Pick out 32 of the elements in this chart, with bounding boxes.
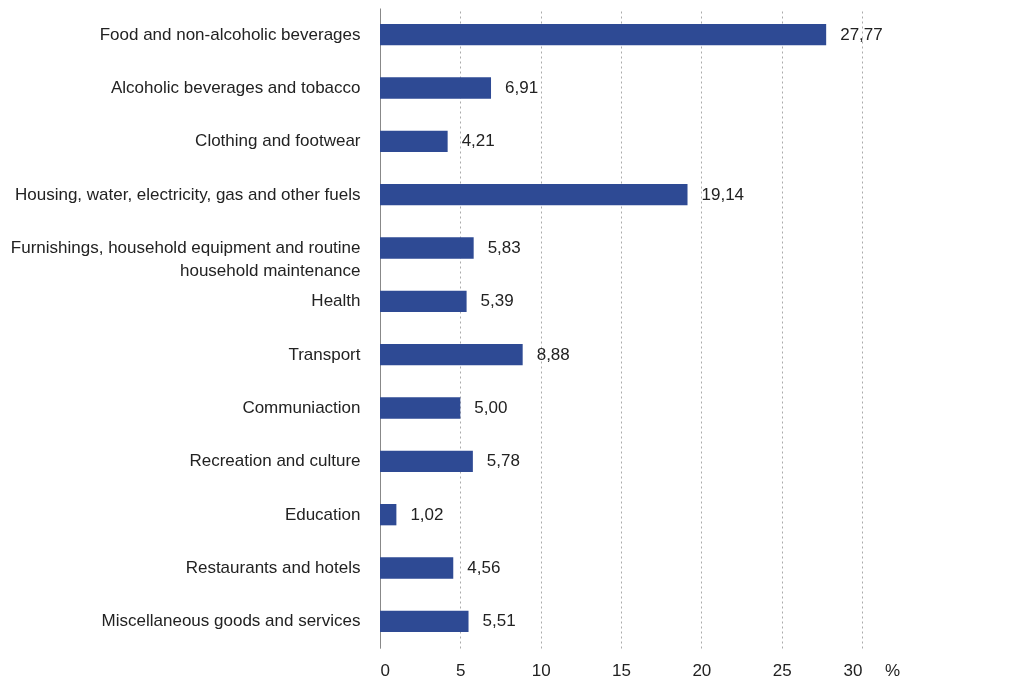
x-axis-title: % — [884, 660, 901, 680]
y-tick-label: Health — [311, 291, 361, 311]
y-tick-label: Transport — [288, 344, 361, 364]
data-label: 8,88 — [536, 344, 570, 364]
x-tick-label: 0 — [380, 660, 390, 680]
y-tick-label: Restaurants and hotels — [185, 558, 361, 577]
y-tick-label: Furnishings, household equipment and routine household maintenance — [10, 238, 361, 280]
y-tick-label: Education — [284, 504, 361, 524]
data-label: 6,91 — [505, 78, 539, 97]
x-tick-label: 30 — [843, 660, 863, 680]
data-label: 5,78 — [486, 451, 520, 471]
data-label: 19,14 — [701, 184, 745, 204]
y-tick-label: Alcoholic beverages and tobacco — [111, 78, 361, 97]
data-label: 4,56 — [467, 558, 501, 577]
x-tick-label: 25 — [772, 660, 792, 680]
y-tick-label: Clothing and footwear — [195, 131, 361, 151]
data-label: 4,21 — [461, 131, 495, 151]
data-label: 5,51 — [482, 611, 516, 631]
y-tick-label: Housing, water, electricity, gas and other fuels — [14, 184, 361, 204]
x-tick-label: 10 — [531, 660, 551, 680]
data-label: 5,83 — [487, 238, 521, 257]
x-tick-label: 15 — [612, 660, 631, 680]
data-label: 1,02 — [410, 504, 444, 524]
data-label: 5,00 — [474, 398, 508, 417]
x-tick-label: 5 — [456, 660, 466, 680]
x-tick-label: 20 — [692, 660, 712, 680]
data-label: 5,39 — [480, 291, 514, 311]
y-tick-label: Recreation and culture — [189, 451, 361, 471]
data-label: 27,77 — [840, 24, 883, 44]
y-tick-label: Food and non-alcoholic beverages — [99, 24, 361, 44]
y-tick-label: Miscellaneous goods and services — [101, 611, 361, 631]
y-tick-label: Communiaction — [242, 398, 361, 417]
